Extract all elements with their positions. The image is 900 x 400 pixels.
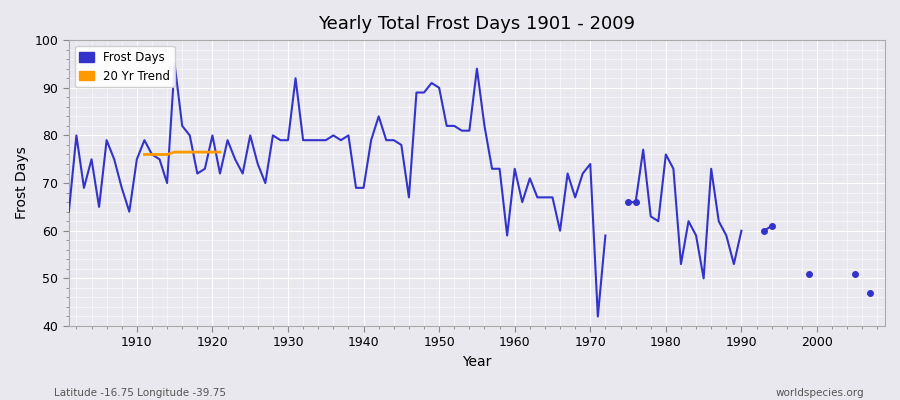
Frost Days (600, 233, 611, 238)
Frost Days (336, 138, 346, 142)
Legend: Frost Days, 20 Yr Trend: Frost Days, 20 Yr Trend (75, 46, 175, 87)
20 Yr Trend (184, 150, 195, 154)
Text: Latitude -16.75 Longitude -39.75: Latitude -16.75 Longitude -39.75 (54, 388, 226, 398)
20 Yr Trend (200, 150, 211, 154)
Title: Yearly Total Frost Days 1901 - 2009: Yearly Total Frost Days 1901 - 2009 (319, 15, 635, 33)
20 Yr Trend (207, 150, 218, 154)
Text: worldspecies.org: worldspecies.org (776, 388, 864, 398)
20 Yr Trend (147, 152, 158, 157)
20 Yr Trend (162, 152, 173, 157)
20 Yr Trend (192, 150, 202, 154)
Frost Days (290, 76, 301, 81)
X-axis label: Year: Year (463, 355, 491, 369)
20 Yr Trend (176, 150, 187, 154)
Line: Frost Days: Frost Days (68, 64, 870, 316)
Line: 20 Yr Trend: 20 Yr Trend (144, 152, 220, 154)
Frost Days (63, 209, 74, 214)
20 Yr Trend (154, 152, 165, 157)
Frost Days (509, 166, 520, 171)
Frost Days (124, 209, 135, 214)
Frost Days (502, 233, 513, 238)
20 Yr Trend (139, 152, 149, 157)
20 Yr Trend (214, 150, 225, 154)
20 Yr Trend (169, 150, 180, 154)
Y-axis label: Frost Days: Frost Days (15, 147, 29, 220)
